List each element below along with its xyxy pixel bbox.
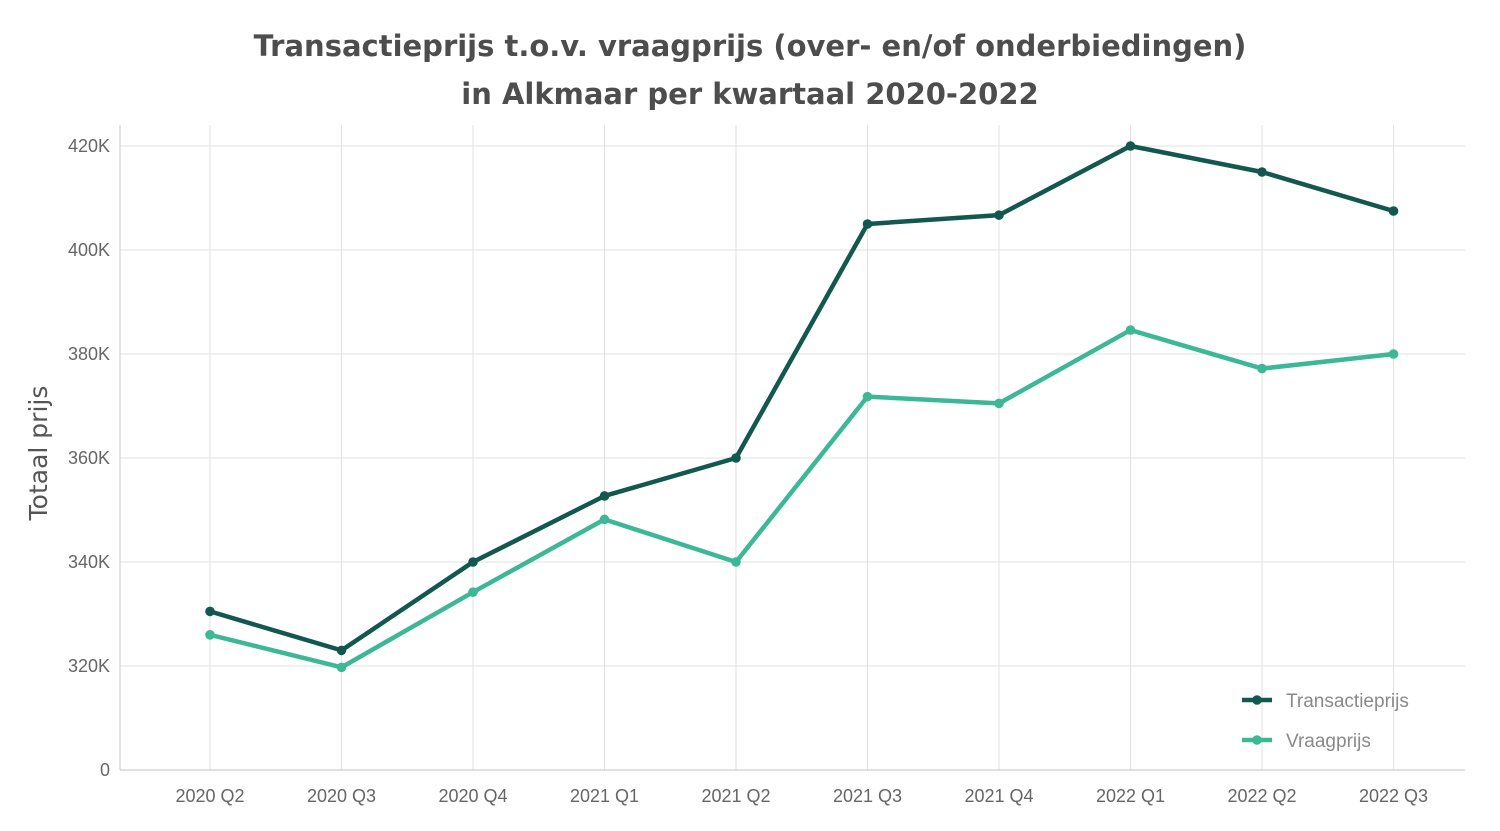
data-point	[862, 391, 873, 402]
legend: Transactieprijs Vraagprijs	[1242, 691, 1409, 752]
y-tick-labels: 0 320K 340K 360K 380K 400K 420K	[68, 136, 110, 780]
y-tick-label: 320K	[68, 656, 110, 676]
data-point	[1125, 141, 1136, 151]
data-point	[1125, 325, 1136, 335]
data-point	[599, 491, 610, 501]
data-point	[599, 514, 610, 525]
x-tick-label: 2021 Q1	[570, 786, 639, 806]
x-tick-labels: 2020 Q2 2020 Q3 2020 Q4 2021 Q1 2021 Q2 2021 …	[175, 786, 1428, 806]
y-tick-label: 380K	[68, 344, 110, 364]
data-point	[1388, 206, 1399, 216]
chart-title: Transactieprijs t.o.v. vraagprijs (over-…	[0, 22, 1500, 118]
data-point	[994, 398, 1004, 409]
x-tick-label: 2020 Q2	[175, 786, 244, 806]
legend-swatch-marker	[1252, 695, 1262, 705]
y-tick-label: 0	[100, 760, 110, 780]
y-tick-label: 420K	[68, 136, 110, 156]
series-line	[207, 327, 1396, 670]
x-tick-label: 2020 Q3	[307, 786, 376, 806]
grid-lines	[120, 125, 1465, 770]
x-tick-label: 2021 Q3	[833, 786, 902, 806]
y-tick-label: 400K	[68, 240, 110, 260]
data-point	[205, 630, 215, 640]
legend-swatch-marker	[1252, 735, 1262, 745]
data-point	[468, 557, 478, 567]
x-tick-label: 2021 Q4	[964, 786, 1033, 806]
data-point	[862, 219, 873, 229]
data-point	[1388, 349, 1399, 359]
data-point	[731, 557, 741, 567]
x-tick-label: 2020 Q4	[438, 786, 507, 806]
legend-item-transactieprijs: Transactieprijs	[1242, 691, 1409, 712]
x-tick-label: 2022 Q3	[1359, 786, 1428, 806]
data-point	[336, 645, 347, 656]
x-tick-label: 2022 Q2	[1227, 786, 1296, 806]
data-point	[731, 453, 741, 463]
y-tick-label: 340K	[68, 552, 110, 572]
data-point	[1257, 363, 1267, 374]
series-line	[207, 143, 1396, 653]
chart-title-line-1: Transactieprijs t.o.v. vraagprijs (over-…	[253, 29, 1247, 63]
legend-label: Transactieprijs	[1286, 691, 1409, 712]
y-axis-label: Totaal prijs	[24, 386, 53, 522]
data-point	[1257, 167, 1267, 177]
data-point	[205, 606, 215, 617]
data-point	[994, 210, 1004, 220]
series-vraagprijs	[205, 325, 1399, 673]
x-tick-label: 2021 Q2	[701, 786, 770, 806]
data-point	[336, 662, 347, 673]
legend-item-vraagprijs: Vraagprijs	[1242, 731, 1371, 752]
y-tick-label: 360K	[68, 448, 110, 468]
axes	[119, 125, 1465, 771]
legend-label: Vraagprijs	[1286, 731, 1371, 752]
x-tick-label: 2022 Q1	[1096, 786, 1165, 806]
series-lines	[205, 141, 1399, 673]
chart-title-line-2: in Alkmaar per kwartaal 2020-2022	[461, 77, 1039, 111]
series-transactieprijs	[205, 141, 1399, 656]
data-point	[468, 587, 478, 597]
